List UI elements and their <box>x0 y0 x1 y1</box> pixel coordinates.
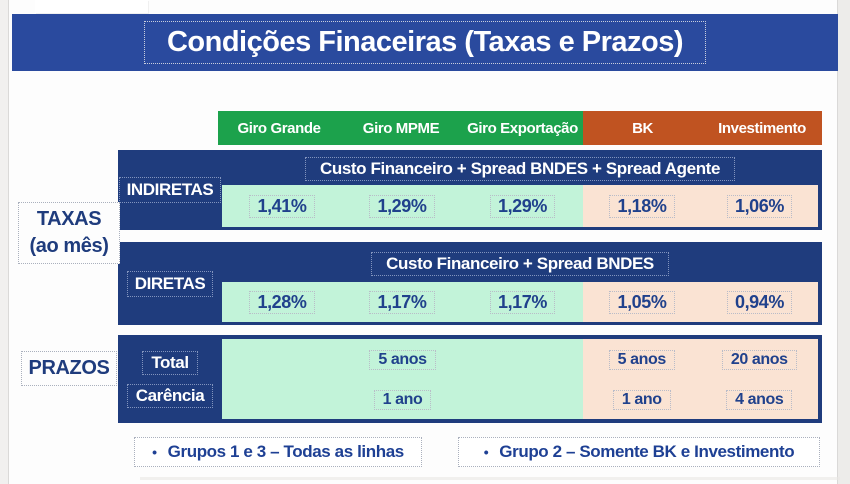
column-header-giro-exportacao: Giro Exportação <box>462 111 583 145</box>
taxas-side-label[interactable]: TAXAS (ao mês) <box>18 202 120 264</box>
indiretas-cell-bk: 1,18% <box>583 185 701 227</box>
indiretas-label[interactable]: INDIRETAS <box>118 177 222 203</box>
indiretas-cell-giro-grande: 1,41% <box>222 185 342 227</box>
indiretas-cell-giro-exportacao: 1,29% <box>462 185 583 227</box>
column-header-giro-mpme: Giro MPME <box>340 111 462 145</box>
note-grupos-1-3[interactable]: • Grupos 1 e 3 – Todas as linhas <box>134 437 422 467</box>
canvas-top-artifact <box>35 0 148 13</box>
prazos-values: 5 anos 5 anos 20 anos 1 ano 1 ano 4 anos <box>222 339 818 419</box>
rate-value[interactable]: 1,28% <box>249 290 315 314</box>
carencia-label[interactable]: Carência <box>126 383 214 408</box>
prazos-row-carencia: 1 ano 1 ano 4 anos <box>222 381 818 419</box>
taxas-label-line1: TAXAS <box>36 208 102 230</box>
carencia-cell-giro: 1 ano <box>222 381 583 419</box>
total-cell-giro: 5 anos <box>222 339 583 381</box>
note-grupo-2[interactable]: • Grupo 2 – Somente BK e Investimento <box>458 437 820 467</box>
prazo-value[interactable]: 5 anos <box>608 350 675 370</box>
diretas-label-box: DIRETAS <box>118 242 222 325</box>
column-header-investimento: Investimento <box>702 111 822 145</box>
indiretas-label-box: INDIRETAS <box>118 150 222 230</box>
indiretas-row: INDIRETAS Custo Financeiro + Spread BNDE… <box>118 150 822 230</box>
prazos-table: Total Carência 5 anos 5 anos 20 anos 1 a… <box>118 335 822 423</box>
diretas-banner-box: Custo Financeiro + Spread BNDES <box>222 247 818 281</box>
prazo-value[interactable]: 5 anos <box>369 350 436 370</box>
bullet-icon: • <box>152 444 157 460</box>
diretas-label[interactable]: DIRETAS <box>126 270 214 297</box>
rate-value[interactable]: 1,17% <box>489 290 556 314</box>
canvas-edge-left <box>0 0 9 484</box>
diretas-banner[interactable]: Custo Financeiro + Spread BNDES <box>371 252 669 276</box>
rate-value[interactable]: 1,06% <box>726 194 793 218</box>
column-header-row: Giro Grande Giro MPME Giro Exportação BK… <box>218 111 822 145</box>
diretas-cell-giro-grande: 1,28% <box>222 282 342 322</box>
indiretas-banner[interactable]: Custo Financeiro + Spread BNDES + Spread… <box>305 157 735 181</box>
total-cell-investimento: 20 anos <box>701 339 819 381</box>
rate-value[interactable]: 1,05% <box>609 290 675 314</box>
rate-value[interactable]: 1,18% <box>609 194 675 218</box>
diretas-cell-giro-mpme: 1,17% <box>342 282 462 322</box>
rate-value[interactable]: 1,17% <box>369 290 435 314</box>
indiretas-cell-investimento: 1,06% <box>701 185 818 227</box>
diretas-cell-giro-exportacao: 1,17% <box>462 282 583 322</box>
page-title[interactable]: Condições Finaceiras (Taxas e Prazos) <box>143 21 707 64</box>
total-cell-bk: 5 anos <box>583 339 701 381</box>
bullet-icon: • <box>483 444 489 460</box>
diretas-values-row: 1,28% 1,17% 1,17% 1,05% 0,94% <box>222 282 818 322</box>
indiretas-cell-giro-mpme: 1,29% <box>342 185 462 227</box>
prazos-row-total: 5 anos 5 anos 20 anos <box>222 339 818 381</box>
column-header-bk: BK <box>583 111 702 145</box>
note-text: Grupo 2 – Somente BK e Investimento <box>499 442 795 461</box>
indiretas-banner-box: Custo Financeiro + Spread BNDES + Spread… <box>222 153 818 185</box>
title-bar: Condições Finaceiras (Taxas e Prazos) <box>12 14 838 71</box>
prazo-value[interactable]: 1 ano <box>373 390 432 410</box>
total-label[interactable]: Total <box>142 350 198 375</box>
note-text: Grupos 1 e 3 – Todas as linhas <box>167 442 405 461</box>
total-cell-bk-inv: 5 anos 20 anos <box>583 339 818 381</box>
prazos-side-label[interactable]: PRAZOS <box>21 351 117 386</box>
diretas-cell-bk: 1,05% <box>583 282 701 322</box>
prazos-row-labels: Total Carência <box>118 335 222 423</box>
carencia-cell-investimento: 4 anos <box>701 381 819 419</box>
carencia-cell-bk: 1 ano <box>583 381 701 419</box>
canvas-bottom-smear <box>140 477 840 480</box>
carencia-cell-bk-inv: 1 ano 4 anos <box>583 381 818 419</box>
taxas-label-line2: (ao mês) <box>29 235 109 257</box>
rate-value[interactable]: 1,41% <box>249 194 315 218</box>
canvas-edge-right <box>837 0 850 484</box>
diretas-row: DIRETAS Custo Financeiro + Spread BNDES … <box>118 242 822 325</box>
column-header-giro-grande: Giro Grande <box>218 111 340 145</box>
diretas-cell-investimento: 0,94% <box>701 282 818 322</box>
prazo-value[interactable]: 4 anos <box>726 390 793 410</box>
prazo-value[interactable]: 1 ano <box>612 390 671 410</box>
rate-value[interactable]: 1,29% <box>369 194 435 218</box>
prazo-value[interactable]: 20 anos <box>721 350 797 370</box>
rate-value[interactable]: 0,94% <box>726 290 793 314</box>
indiretas-values-row: 1,41% 1,29% 1,29% 1,18% 1,06% <box>222 185 818 227</box>
rate-value[interactable]: 1,29% <box>489 194 556 218</box>
